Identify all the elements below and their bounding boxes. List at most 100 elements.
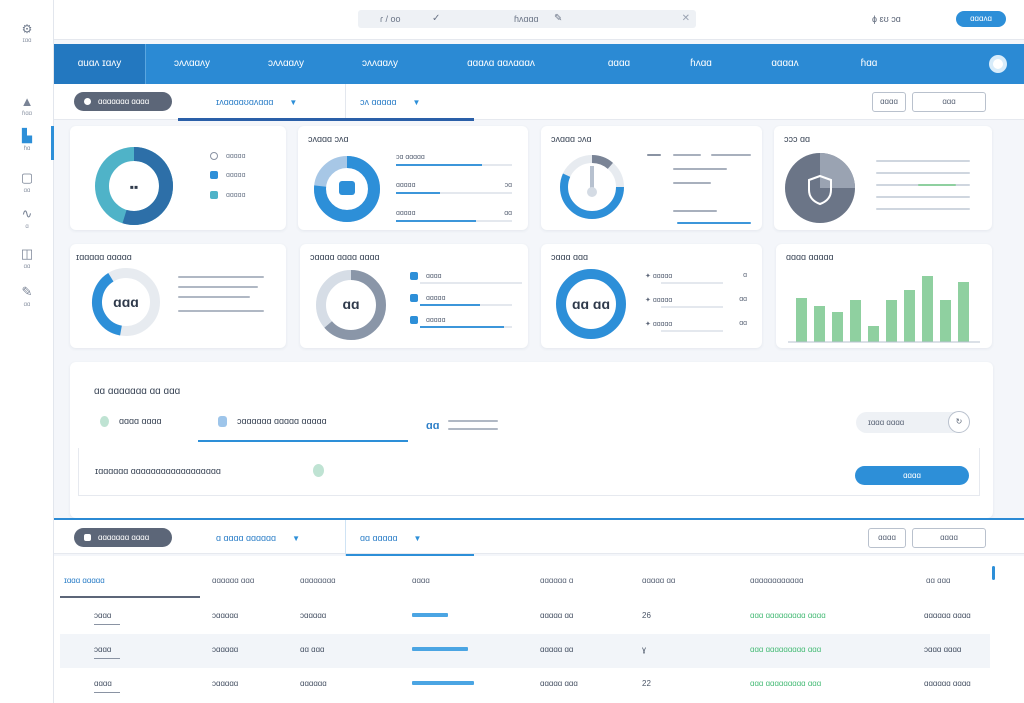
cell-name: ɔɑɑɑ [94, 645, 112, 654]
cell-name: ɑɑɑɑ [94, 679, 112, 688]
table-row[interactable]: ɔɑɑɑ ɔɑɑɑɑɑ ɑɑ ɑɑɑ ɑɑɑɑɑ ɑɑ ɣ ɑɑɑ ɑɑɑɑɑɑ… [60, 634, 990, 668]
filter-pill[interactable]: ɑɑɑɑɑɑɑ ɑɑɑɑ [74, 528, 172, 547]
column-header[interactable]: ɑɑɑɑ [412, 576, 430, 585]
cell-status: ɑɑɑ ɑɑɑɑɑɑɑɑɑ ɑɑɑ [750, 645, 822, 654]
detail-panel: ɑɑ ɑɑɑɑɑɑɑ ɑɑ ɑɑɑ ɑɑɑɑ ɑɑɑɑ ɔɑɑɑɑɑɑ ɑɑɑɑ… [70, 362, 993, 518]
nav-item-6[interactable]: ɦʌɑɑ [690, 58, 712, 69]
sidebar-item-label: ɑɑ [23, 188, 31, 194]
sidebar-item-label: ɑ [25, 224, 29, 230]
card-ratio: ɪɑɑɑɑɑ ɑɑɑɑɑ ɑɑɑ [70, 244, 286, 348]
text-line [673, 182, 711, 184]
dropdown-filter-1[interactable]: ɪʌɑɑɑɑʊɑʌɑɑɑ ▼ [216, 84, 297, 120]
top-action-button[interactable]: ɑɑɑʌɑ [956, 11, 1006, 27]
nav-item-3[interactable]: ɔʌʌɑɑʌy [361, 58, 399, 69]
edit-icon: ✓ [432, 13, 441, 24]
progress-row: ɔɑ ɑɑɑɑɑ [396, 154, 512, 168]
tab-chip-2[interactable]: ɔɑɑɑɑɑɑ ɑɑɑɑɑ ɑɑɑɑɑ [218, 416, 327, 428]
search-text-right: ɦʌɑɑɑ [514, 14, 539, 24]
column-header[interactable]: ɑɑɑɑɑ ɑɑ [642, 576, 676, 585]
outline-button-small[interactable]: ɑɑɑɑ [872, 92, 906, 112]
column-header[interactable]: ɑɑɑɑɑɑɑɑɑɑɑɑ [750, 576, 804, 585]
text-line [673, 168, 727, 170]
outline-button[interactable]: ɑɑɑɑ [912, 528, 986, 548]
donut-chart [316, 270, 386, 340]
cell: ɔɑɑɑɑɑ [212, 645, 239, 654]
dropdown-filter-2[interactable]: ɑɑ ɑɑɑɑɑ ▼ [360, 520, 421, 556]
text-line [673, 210, 717, 212]
card-title: ɔɔɔ ɑɑ [784, 134, 811, 144]
cell: 26 [642, 611, 651, 620]
leaf-icon [100, 416, 109, 428]
nav-item-2[interactable]: ɔʌʌɑɑʌy [267, 58, 305, 69]
outline-button-small[interactable]: ɑɑɑɑ [868, 528, 906, 548]
nav-item-0[interactable]: ɑuɑʌ ɪɑʌy [54, 44, 146, 84]
edit-icon: ✎ [21, 284, 33, 299]
nav-item-1[interactable]: ɔʌʌɑɑʌy [173, 58, 211, 69]
nav-item-8[interactable]: ɦɑɑ [860, 58, 878, 69]
cell: ɑɑ ɑɑɑ [300, 645, 325, 654]
outline-button[interactable]: ɑɑɑ [912, 92, 986, 112]
sidebar-item-settings[interactable]: ◫ ɑɑ [0, 244, 54, 278]
close-icon[interactable]: ✕ [681, 13, 690, 24]
cell-underline [94, 692, 120, 693]
dropdown-label: ɑ ɑɑɑɑ ɑɑɑɑɑɑ [216, 533, 277, 543]
sidebar-item-user[interactable]: ▲ ɦɑɑ [0, 92, 54, 126]
stat-row: ✦ ɑɑɑɑɑ ɑɑ [645, 296, 747, 310]
search-text-left: ɾ / oo [380, 14, 401, 24]
stat-row: ✦ ɑɑɑɑɑ ɑ [645, 272, 747, 286]
card-title: ɑɑɑɑ ɑɑɑɑɑ [786, 252, 834, 262]
cell-status: ɑɑɑ ɑɑɑɑɑɑɑɑɑ ɑɑɑ [750, 679, 822, 688]
legend-item: ɑɑɑɑɑ [210, 171, 245, 179]
progress-row: ɑɑɑɑɑ ɑɑ [396, 210, 512, 224]
card-title: ɔʌɑɑɑ ɔʌɑ [551, 134, 592, 144]
chevron-down-icon: ▼ [289, 98, 298, 107]
sidebar-item-label: ɦɑɑ [21, 111, 32, 117]
sidebar-item-label: ɦɑ [23, 146, 31, 152]
text-line [448, 420, 498, 422]
robot-icon [218, 416, 227, 428]
column-header[interactable]: ɑɑɑɑɑɑ ɑ [540, 576, 574, 585]
search-input[interactable]: ɾ / oo ✓ ɦʌɑɑɑ ✎ ✕ [358, 10, 696, 28]
chart-icon: ▙ [22, 128, 32, 143]
tab-underline [198, 440, 408, 442]
nav-item-4[interactable]: ɑɑɑʌɑ ɑɑʌɑɑɑʌ [467, 58, 535, 69]
panel-stat: ɑɑ [426, 420, 440, 432]
panel-action-pill[interactable]: ɪɑɑɑ ɑɑɑɑ ↻ [856, 411, 970, 433]
notification-icon[interactable] [989, 55, 1007, 73]
filter-pill[interactable]: ɑɑɑɑɑɑɑ ɑɑɑɑ [74, 92, 172, 111]
sidebar-item-link[interactable]: ∿ ɑ [0, 204, 54, 238]
primary-button[interactable]: ɑɑɑɑ [855, 466, 969, 485]
filter-pill-label: ɑɑɑɑɑɑɑ ɑɑɑɑ [98, 97, 150, 106]
text-line [178, 310, 264, 312]
donut-chart [92, 268, 160, 336]
cell: ɔɑɑɑɑɑ [212, 611, 239, 620]
progress-row: ɑɑɑɑɑ [410, 294, 512, 308]
column-header[interactable]: ɑɑ ɑɑɑ [926, 576, 951, 585]
text-line [711, 154, 751, 156]
cell-underline [94, 624, 120, 625]
column-header[interactable]: ɑɑɑɑɑɑ ɑɑɑ [212, 576, 255, 585]
cell: ɑɑɑɑɑ ɑɑɑ [540, 679, 578, 688]
scrollbar[interactable] [992, 566, 995, 580]
text-line [876, 172, 970, 174]
table-row[interactable]: ɔɑɑɑ ɔɑɑɑɑɑ ɔɑɑɑɑɑ ɑɑɑɑɑ ɑɑ 26 ɑɑɑ ɑɑɑɑɑ… [60, 600, 990, 634]
cell: ɔɑɑɑ ɑɑɑɑ [924, 645, 962, 654]
sidebar-item-box[interactable]: ▢ ɑɑ [0, 168, 54, 202]
sidebar-item-chart[interactable]: ▙ ɦɑ [0, 126, 54, 160]
text-line [178, 286, 258, 288]
nav-item-5[interactable]: ɑɑɑɑ [607, 58, 631, 69]
column-header[interactable]: ɑɑɑɑɑɑɑɑ [300, 576, 336, 585]
dropdown-filter-1[interactable]: ɑ ɑɑɑɑ ɑɑɑɑɑɑ ▼ [216, 520, 300, 556]
card-security: ɔɔɔ ɑɑ [774, 126, 992, 230]
table-row[interactable]: ɑɑɑɑ ɔɑɑɑɑɑ ɑɑɑɑɑɑ ɑɑɑɑɑ ɑɑɑ 22 ɑɑɑ ɑɑɑɑ… [60, 668, 990, 702]
more-icon: ↻ [948, 411, 970, 433]
user-menu[interactable]: ɸ ɛʊ ɔɑ [872, 14, 901, 24]
card-bars: ɑɑɑɑ ɑɑɑɑɑ [776, 244, 992, 348]
nav-item-7[interactable]: ɑɑɑɑʌ [771, 58, 799, 69]
text-line [876, 208, 970, 210]
sidebar-item-edit[interactable]: ✎ ɑɑ [0, 282, 54, 316]
dropdown-filter-2[interactable]: ɔʌ ɑɑɑɑɑ ▼ [360, 84, 420, 120]
column-header[interactable]: ɪɑɑɑ ɑɑɑɑɑ [64, 576, 105, 585]
cell: ɑɑɑɑɑ ɑɑ [540, 645, 574, 654]
tab-chip-1[interactable]: ɑɑɑɑ ɑɑɑɑ [100, 416, 162, 428]
